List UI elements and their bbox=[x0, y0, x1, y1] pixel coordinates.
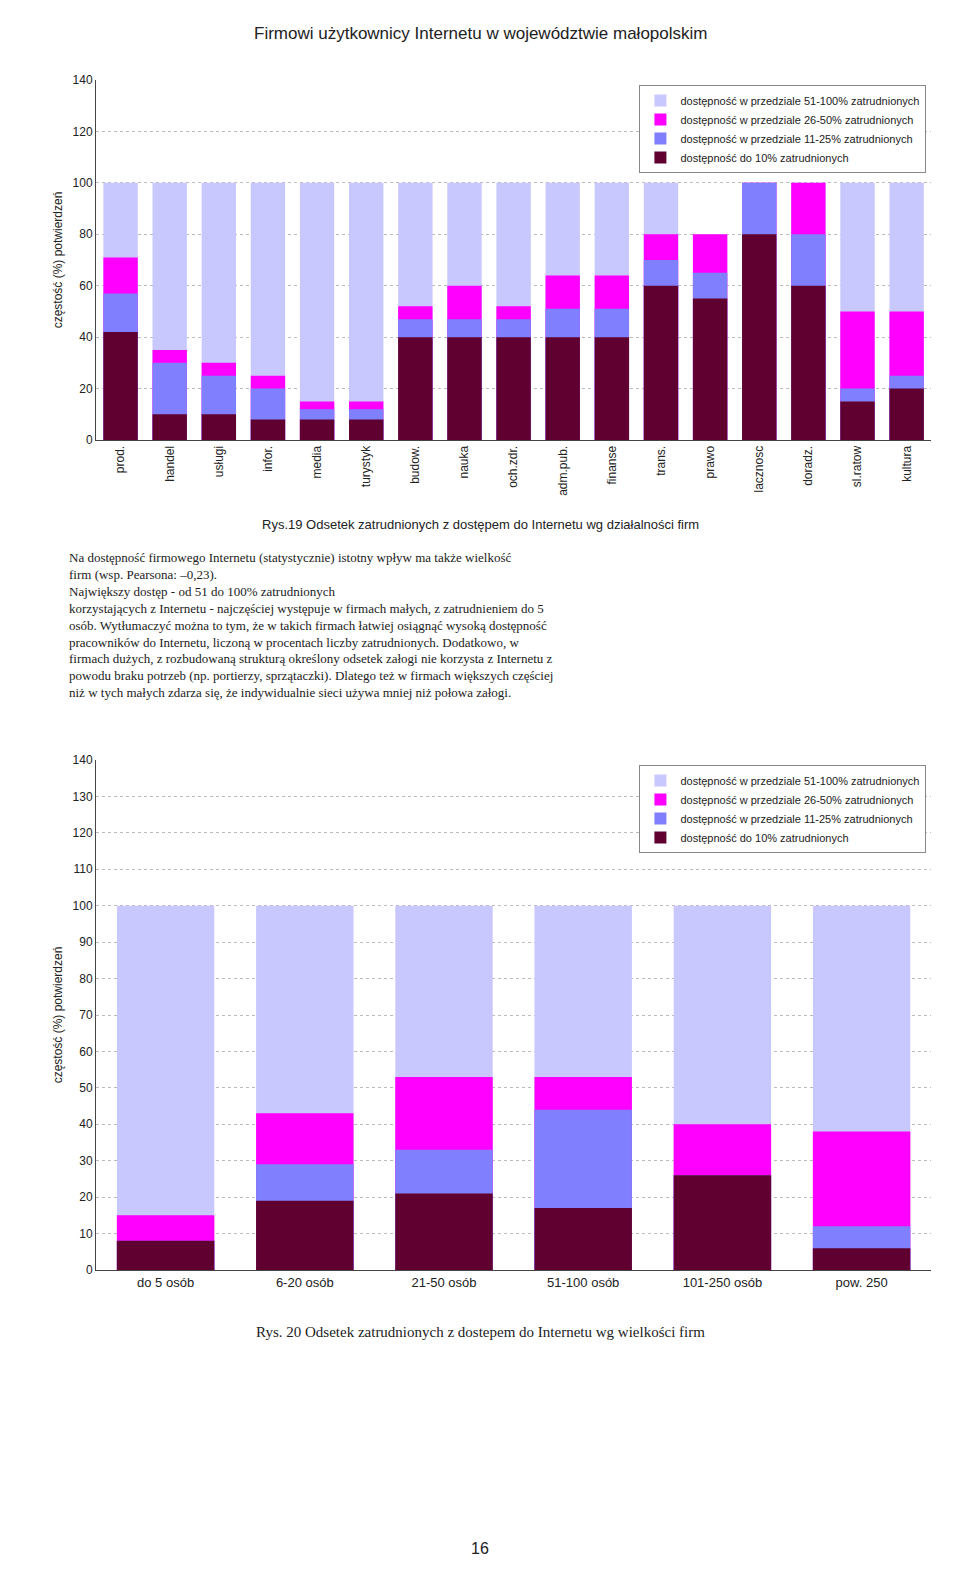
svg-text:80: 80 bbox=[79, 972, 93, 986]
svg-text:70: 70 bbox=[79, 1008, 93, 1022]
svg-text:usługi: usługi bbox=[212, 446, 226, 477]
svg-text:dostępność w przedziale 11-25%: dostępność w przedziale 11-25% zatrudnio… bbox=[680, 813, 912, 825]
svg-text:dostępność do 10% zatrudnionyc: dostępność do 10% zatrudnionych bbox=[680, 832, 848, 844]
svg-text:40: 40 bbox=[79, 330, 93, 344]
svg-text:30: 30 bbox=[79, 1154, 93, 1168]
svg-text:40: 40 bbox=[79, 1117, 93, 1131]
svg-text:infor.: infor. bbox=[261, 446, 275, 472]
svg-text:pow. 250: pow. 250 bbox=[836, 1275, 888, 1290]
svg-text:6-20 osób: 6-20 osób bbox=[276, 1275, 334, 1290]
svg-text:140: 140 bbox=[73, 73, 93, 87]
svg-text:Rys.19 Odsetek zatrudnionych z: Rys.19 Odsetek zatrudnionych z dostępem … bbox=[262, 517, 699, 532]
svg-text:doradz.: doradz. bbox=[801, 446, 815, 486]
svg-text:100: 100 bbox=[73, 176, 93, 190]
svg-text:20: 20 bbox=[79, 382, 93, 396]
svg-text:prod.: prod. bbox=[113, 446, 127, 473]
svg-text:dostępność w przedziale 51-100: dostępność w przedziale 51-100% zatrudni… bbox=[680, 775, 919, 787]
svg-text:16: 16 bbox=[471, 1540, 489, 1557]
svg-text:dostępność w przedziale 26-50%: dostępność w przedziale 26-50% zatrudnio… bbox=[680, 794, 913, 806]
svg-text:60: 60 bbox=[79, 1045, 93, 1059]
svg-text:nauka: nauka bbox=[457, 445, 471, 478]
svg-text:100: 100 bbox=[73, 899, 93, 913]
svg-text:101-250 osób: 101-250 osób bbox=[683, 1275, 763, 1290]
svg-text:kultura: kultura bbox=[900, 445, 914, 481]
svg-text:och.zdr.: och.zdr. bbox=[506, 446, 520, 488]
svg-text:dostępność do 10% zatrudnionyc: dostępność do 10% zatrudnionych bbox=[680, 152, 848, 164]
svg-text:częstość (%) potwierdzeń: częstość (%) potwierdzeń bbox=[51, 192, 65, 329]
svg-text:51-100 osób: 51-100 osób bbox=[547, 1275, 619, 1290]
svg-text:finanse: finanse bbox=[605, 445, 619, 484]
svg-text:budow.: budow. bbox=[408, 446, 422, 484]
svg-text:140: 140 bbox=[73, 753, 93, 767]
svg-text:0: 0 bbox=[86, 433, 93, 447]
svg-text:10: 10 bbox=[79, 1227, 93, 1241]
svg-text:handel: handel bbox=[163, 446, 177, 482]
svg-text:sl.ratow: sl.ratow bbox=[850, 445, 864, 487]
svg-text:120: 120 bbox=[73, 125, 93, 139]
svg-text:110: 110 bbox=[73, 862, 92, 876]
svg-text:Firmowi użytkownicy Internetu: Firmowi użytkownicy Internetu w wojewódz… bbox=[254, 24, 707, 43]
svg-text:Na dostępność firmowego Intern: Na dostępność firmowego Internetu (staty… bbox=[69, 550, 553, 700]
svg-text:częstość (%) potwierdzeń: częstość (%) potwierdzeń bbox=[51, 947, 65, 1084]
svg-text:120: 120 bbox=[73, 826, 93, 840]
svg-text:Rys. 20 Odsetek zatrudnionych: Rys. 20 Odsetek zatrudnionych z dostepem… bbox=[256, 1324, 705, 1340]
svg-text:50: 50 bbox=[79, 1081, 93, 1095]
svg-text:prawo: prawo bbox=[703, 445, 717, 478]
svg-text:lacznosc: lacznosc bbox=[752, 446, 766, 493]
svg-text:dostępność w przedziale 11-25%: dostępność w przedziale 11-25% zatrudnio… bbox=[680, 133, 912, 145]
svg-text:80: 80 bbox=[79, 227, 93, 241]
svg-text:turystyk: turystyk bbox=[359, 445, 373, 487]
svg-text:21-50 osób: 21-50 osób bbox=[411, 1275, 476, 1290]
svg-text:dostępność w przedziale 26-50%: dostępność w przedziale 26-50% zatrudnio… bbox=[680, 114, 913, 126]
svg-text:adm.pub.: adm.pub. bbox=[556, 446, 570, 496]
svg-text:20: 20 bbox=[79, 1190, 93, 1204]
svg-text:130: 130 bbox=[73, 790, 93, 804]
svg-text:60: 60 bbox=[79, 279, 93, 293]
svg-text:trans.: trans. bbox=[654, 446, 668, 476]
svg-text:90: 90 bbox=[79, 935, 93, 949]
svg-text:dostępność w przedziale 51-100: dostępność w przedziale 51-100% zatrudni… bbox=[680, 95, 919, 107]
svg-text:media: media bbox=[310, 445, 324, 478]
svg-text:do 5 osób: do 5 osób bbox=[137, 1275, 194, 1290]
svg-text:0: 0 bbox=[86, 1263, 93, 1277]
